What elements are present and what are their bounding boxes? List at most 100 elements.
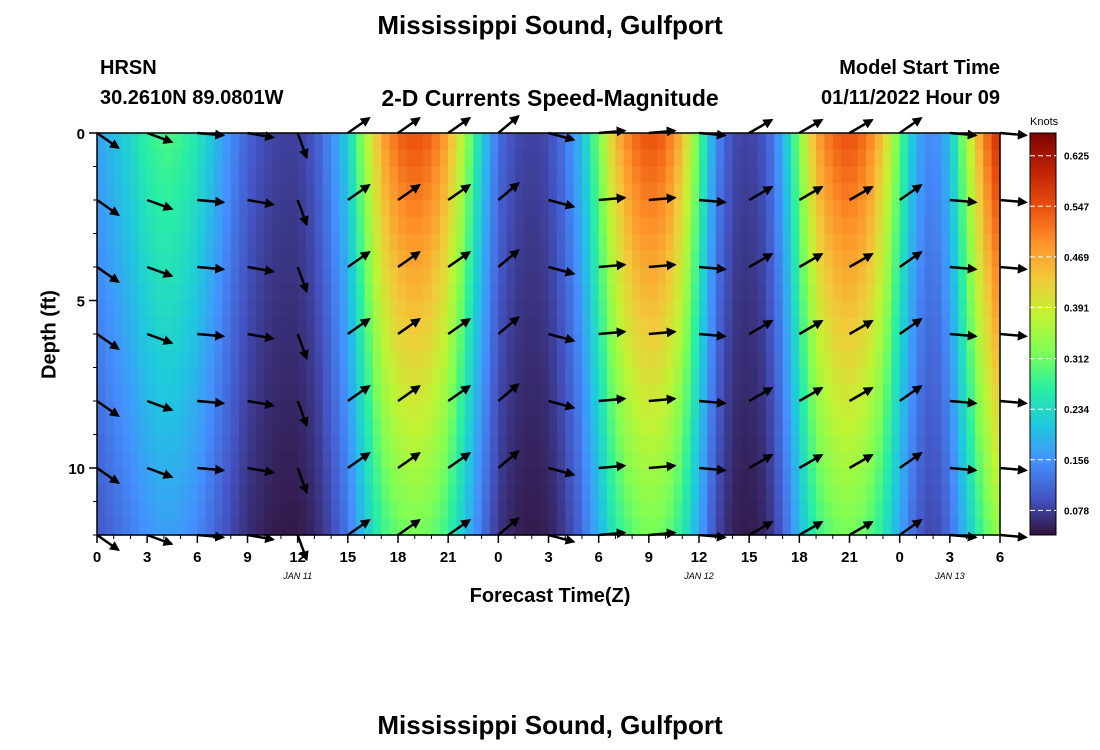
heatmap-cell xyxy=(816,283,826,302)
heatmap-cell xyxy=(456,484,466,503)
heatmap-cell xyxy=(255,250,265,268)
heatmap-cell xyxy=(824,350,834,369)
heatmap-cell xyxy=(799,300,809,318)
heatmap-cell xyxy=(799,468,809,486)
heatmap-cell xyxy=(732,267,742,285)
heatmap-cell xyxy=(448,183,458,201)
heatmap-cell xyxy=(431,417,441,436)
heatmap-cell xyxy=(272,317,282,335)
heatmap-cell xyxy=(364,300,374,318)
heatmap-cell xyxy=(632,384,642,402)
heatmap-cell xyxy=(239,350,249,369)
heatmap-cell xyxy=(398,300,407,318)
heatmap-cell xyxy=(381,183,391,201)
heatmap-cell xyxy=(607,484,616,503)
heatmap-cell xyxy=(423,200,433,218)
heatmap-cell xyxy=(481,283,491,302)
heatmap-cell xyxy=(481,149,491,168)
heatmap-cell xyxy=(339,233,349,251)
heatmap-cell xyxy=(138,317,148,335)
heatmap-cell xyxy=(565,216,575,235)
heatmap-cell xyxy=(640,300,650,318)
heatmap-cell xyxy=(147,434,157,452)
heatmap-cell xyxy=(590,149,600,168)
heatmap-cell xyxy=(205,468,215,486)
heatmap-cell xyxy=(406,149,416,168)
heatmap-cell xyxy=(849,133,859,151)
heatmap-cell xyxy=(699,317,708,335)
heatmap-cell xyxy=(498,216,508,235)
heatmap-cell xyxy=(882,334,892,352)
heatmap-cell xyxy=(456,417,466,436)
heatmap-cell xyxy=(765,350,775,369)
heatmap-cell xyxy=(707,451,717,469)
heatmap-cell xyxy=(172,300,182,318)
heatmap-cell xyxy=(147,501,157,519)
heatmap-cell xyxy=(130,133,140,151)
current-arrow xyxy=(447,518,472,537)
heatmap-cell xyxy=(816,166,826,184)
current-arrow xyxy=(397,116,421,135)
heatmap-cell xyxy=(690,233,700,251)
heatmap-cell xyxy=(590,216,600,235)
heatmap-cell xyxy=(130,166,140,184)
heatmap-cell xyxy=(707,133,717,151)
heatmap-cell xyxy=(882,518,892,536)
heatmap-cell xyxy=(640,468,650,486)
heatmap-cell xyxy=(632,133,642,151)
heatmap-cell xyxy=(916,401,926,419)
heatmap-cell xyxy=(573,384,583,402)
heatmap-cell xyxy=(673,149,683,168)
heatmap-cell xyxy=(832,334,842,352)
heatmap-cell xyxy=(799,183,809,201)
heatmap-cell xyxy=(799,434,809,452)
heatmap-cell xyxy=(924,216,934,235)
heatmap-cell xyxy=(715,367,725,385)
heatmap-cell xyxy=(640,367,650,385)
current-arrow xyxy=(347,317,371,336)
heatmap-cell xyxy=(289,417,299,436)
x-tick-label: 6 xyxy=(996,549,1004,566)
heatmap-cell xyxy=(331,300,341,318)
heatmap-cell xyxy=(916,283,926,302)
heatmap-cell xyxy=(941,250,951,268)
heatmap-cell xyxy=(623,434,633,452)
heatmap-cell xyxy=(155,283,165,302)
heatmap-cell xyxy=(331,149,341,168)
heatmap-cell xyxy=(531,183,541,201)
heatmap-cell xyxy=(816,334,826,352)
heatmap-cell xyxy=(289,384,299,402)
heatmap-cell xyxy=(832,384,842,402)
heatmap-cell xyxy=(941,233,951,251)
heatmap-cell xyxy=(565,317,575,335)
heatmap-cell xyxy=(657,334,667,352)
heatmap-cell xyxy=(372,166,382,184)
heatmap-cell xyxy=(531,434,541,452)
heatmap-cell xyxy=(640,133,650,151)
heatmap-cell xyxy=(372,283,382,302)
heatmap-cell xyxy=(381,250,391,268)
heatmap-cell xyxy=(372,501,382,519)
heatmap-cell xyxy=(364,350,374,369)
heatmap-cell xyxy=(598,283,608,302)
heatmap-cell xyxy=(690,518,700,536)
heatmap-cell xyxy=(473,183,483,201)
heatmap-cell xyxy=(548,250,558,268)
heatmap-cell xyxy=(899,417,909,436)
heatmap-cell xyxy=(607,133,616,151)
heatmap-cell xyxy=(590,484,600,503)
heatmap-cell xyxy=(180,183,190,201)
heatmap-cell xyxy=(590,451,600,469)
heatmap-cell xyxy=(832,149,842,168)
heatmap-cell xyxy=(556,200,566,218)
heatmap-cell xyxy=(874,501,884,519)
heatmap-cell xyxy=(790,484,800,503)
heatmap-cell xyxy=(565,300,575,318)
heatmap-cell xyxy=(498,334,508,352)
heatmap-cell xyxy=(255,149,265,168)
heatmap-cell xyxy=(765,501,775,519)
heatmap-cell xyxy=(657,468,667,486)
heatmap-cell xyxy=(790,501,800,519)
heatmap-cell xyxy=(540,149,550,168)
heatmap-cell xyxy=(673,417,683,436)
